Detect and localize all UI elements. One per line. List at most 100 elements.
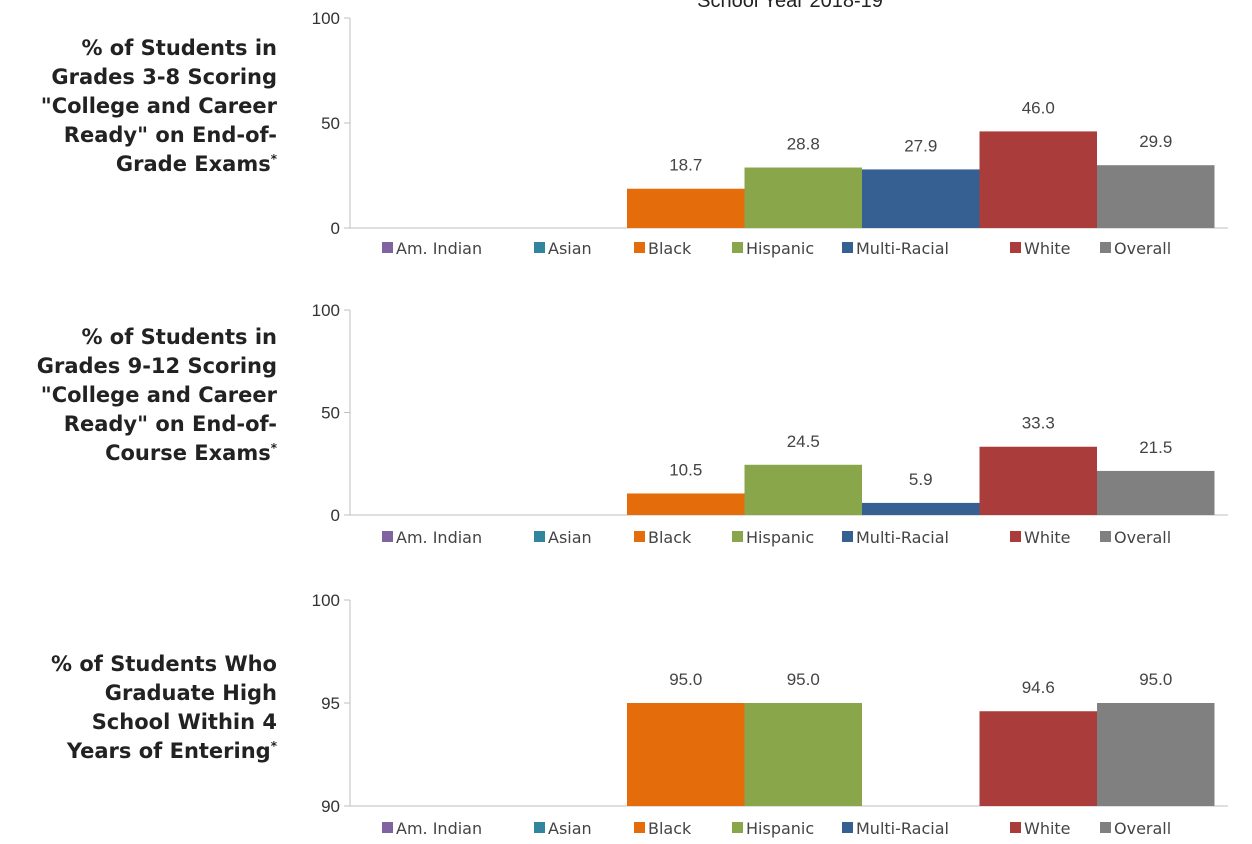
chart-2-legend-entry: Hispanic bbox=[746, 528, 814, 547]
chart-3-legend-swatch bbox=[1100, 822, 1111, 833]
chart-2-bar-overall bbox=[1097, 470, 1215, 515]
chart-1-row-label-line: Grade Exams* bbox=[115, 152, 277, 176]
chart-1-data-label: 27.9 bbox=[904, 136, 937, 155]
chart-2-y-tick-label: 100 bbox=[312, 301, 340, 320]
chart-3-data-label: 95.0 bbox=[1139, 670, 1172, 689]
chart-2-data-label: 33.3 bbox=[1022, 414, 1055, 433]
chart-3-row-label-line: Years of Entering* bbox=[66, 739, 277, 763]
chart-1-row-label-line: Ready" on End-of- bbox=[63, 123, 277, 147]
chart-2-row-label-line: "College and Career bbox=[40, 383, 277, 407]
chart-2-data-label: 5.9 bbox=[909, 470, 933, 489]
chart-1-legend-swatch bbox=[732, 242, 743, 253]
chart-1-row-label-line: % of Students in bbox=[81, 36, 277, 60]
chart-1-legend-entry: Black bbox=[648, 239, 692, 258]
chart-3-bar-white bbox=[979, 711, 1097, 806]
chart-1-legend-entry: Hispanic bbox=[746, 239, 814, 258]
chart-3-legend-entry: Asian bbox=[548, 819, 592, 838]
chart-3-row-label-line: School Within 4 bbox=[91, 710, 277, 734]
chart-1-legend-entry: Multi-Racial bbox=[856, 239, 949, 258]
chart-1-legend-swatch bbox=[1100, 242, 1111, 253]
chart-1-row-label-line: Grades 3-8 Scoring bbox=[51, 65, 277, 89]
chart-3-legend-entry: White bbox=[1024, 819, 1071, 838]
chart-2-bar-hispanic bbox=[744, 464, 862, 515]
chart-1-legend-entry: Am. Indian bbox=[396, 239, 482, 258]
chart-2-legend-swatch bbox=[534, 531, 545, 542]
chart-2-data-label: 10.5 bbox=[669, 460, 702, 479]
chart-2-row-label-line: Grades 9-12 Scoring bbox=[36, 354, 277, 378]
chart-2-row-label-line: % of Students in bbox=[81, 325, 277, 349]
chart-2-row-label-line: Course Exams* bbox=[105, 441, 277, 465]
chart-2-legend-entry: Overall bbox=[1114, 528, 1171, 547]
chart-3-legend-entry: Multi-Racial bbox=[856, 819, 949, 838]
chart-3-footnote-mark: * bbox=[270, 739, 277, 753]
chart-1-legend-swatch bbox=[634, 242, 645, 253]
chart-1-legend-entry: White bbox=[1024, 239, 1071, 258]
chart-1-data-label: 28.8 bbox=[787, 135, 820, 154]
chart-3-data-label: 95.0 bbox=[669, 670, 702, 689]
chart-2-legend-entry: Multi-Racial bbox=[856, 528, 949, 547]
chart-2-bar-multi-racial bbox=[862, 502, 980, 515]
chart-2-legend-swatch bbox=[634, 531, 645, 542]
chart-3-row-label-line: % of Students Who bbox=[51, 652, 277, 676]
chart-3-bar-black bbox=[627, 703, 745, 806]
page-title: School Year 2018-19 bbox=[697, 0, 883, 12]
chart-2-row-label: % of Students in Grades 9-12 Scoring "Coll… bbox=[0, 323, 277, 468]
chart-1-data-label: 46.0 bbox=[1022, 98, 1055, 117]
chart-1-footnote-mark: * bbox=[270, 152, 277, 166]
chart-2-legend-swatch bbox=[732, 531, 743, 542]
chart-2-data-label: 21.5 bbox=[1139, 438, 1172, 457]
chart-2-bar-black bbox=[627, 493, 745, 515]
chart-1-y-tick-label: 50 bbox=[321, 114, 340, 133]
chart-2-legend-entry: White bbox=[1024, 528, 1071, 547]
chart-3-bar-hispanic bbox=[744, 703, 862, 806]
chart-3-y-tick-label: 100 bbox=[312, 591, 340, 610]
chart-2-y-tick-label: 50 bbox=[321, 404, 340, 423]
chart-3-row-label-line: Graduate High bbox=[104, 681, 277, 705]
chart-2-legend-swatch bbox=[1010, 531, 1021, 542]
chart-1-legend-swatch bbox=[842, 242, 853, 253]
chart-2-legend-swatch bbox=[382, 531, 393, 542]
chart-3-data-label: 94.6 bbox=[1022, 678, 1055, 697]
chart-1-row-label-line: "College and Career bbox=[40, 94, 277, 118]
chart-1-bar-hispanic bbox=[744, 167, 862, 228]
chart-3-data-label: 95.0 bbox=[787, 670, 820, 689]
chart-1-data-label: 29.9 bbox=[1139, 132, 1172, 151]
chart-2-legend-entry: Black bbox=[648, 528, 692, 547]
chart-1-legend-swatch bbox=[534, 242, 545, 253]
chart-2-legend-entry: Asian bbox=[548, 528, 592, 547]
chart-2-legend-swatch bbox=[1100, 531, 1111, 542]
chart-2-data-label: 24.5 bbox=[787, 432, 820, 451]
chart-3-legend-swatch bbox=[534, 822, 545, 833]
chart-3-row-label: % of Students Who Graduate High School Wit… bbox=[0, 650, 277, 766]
chart-1-row-label: % of Students in Grades 3-8 Scoring "Colle… bbox=[0, 34, 277, 179]
chart-3-legend-swatch bbox=[842, 822, 853, 833]
chart-2-legend-swatch bbox=[842, 531, 853, 542]
chart-1-bar-white bbox=[979, 131, 1097, 228]
chart-3-legend-entry: Am. Indian bbox=[396, 819, 482, 838]
chart-1-bar-black bbox=[627, 188, 745, 228]
chart-2-row-label-line: Ready" on End-of- bbox=[63, 412, 277, 436]
chart-3-legend-swatch bbox=[382, 822, 393, 833]
chart-3-legend-entry: Hispanic bbox=[746, 819, 814, 838]
chart-3-legend-entry: Overall bbox=[1114, 819, 1171, 838]
chart-1-legend-swatch bbox=[1010, 242, 1021, 253]
chart-1-data-label: 18.7 bbox=[669, 156, 702, 175]
chart-1-y-tick-label: 0 bbox=[331, 219, 340, 238]
chart-1-legend-entry: Asian bbox=[548, 239, 592, 258]
chart-2-y-tick-label: 0 bbox=[331, 506, 340, 525]
chart-3-legend-swatch bbox=[1010, 822, 1021, 833]
chart-3-y-tick-label: 90 bbox=[321, 797, 340, 816]
chart-1-legend-swatch bbox=[382, 242, 393, 253]
chart-1-bar-multi-racial bbox=[862, 169, 980, 228]
chart-3-y-tick-label: 95 bbox=[321, 694, 340, 713]
chart-1-legend-entry: Overall bbox=[1114, 239, 1171, 258]
chart-3-legend-swatch bbox=[634, 822, 645, 833]
chart-3-legend-entry: Black bbox=[648, 819, 692, 838]
chart-1-y-tick-label: 100 bbox=[312, 9, 340, 28]
chart-2-bar-white bbox=[979, 446, 1097, 515]
chart-3-bar-overall bbox=[1097, 703, 1215, 806]
chart-3-legend-swatch bbox=[732, 822, 743, 833]
chart-2-footnote-mark: * bbox=[270, 441, 277, 455]
chart-1-bar-overall bbox=[1097, 165, 1215, 228]
